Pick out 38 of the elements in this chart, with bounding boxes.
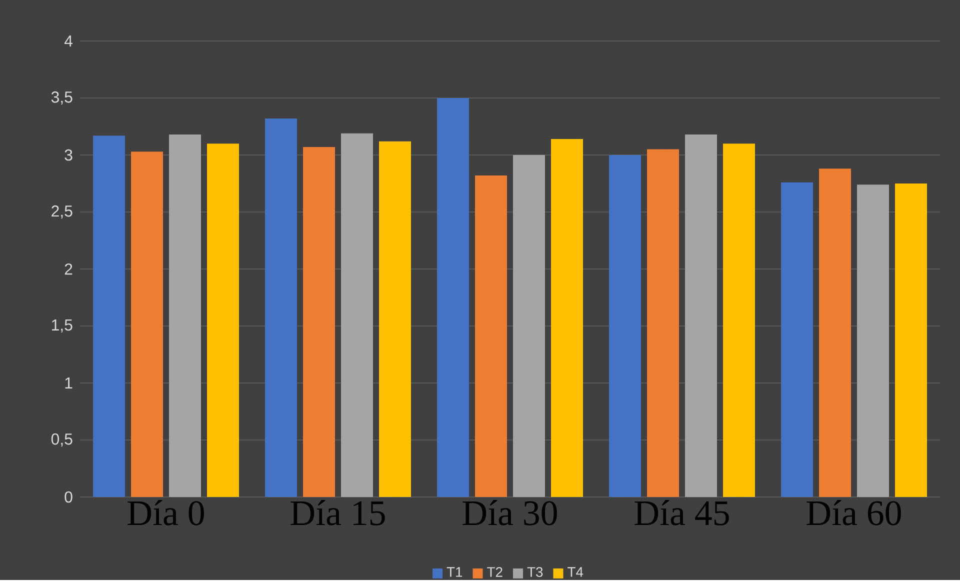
x-tick-label: Día 60 [806, 500, 901, 526]
bar [819, 168, 852, 498]
x-tick-label: Día 30 [462, 500, 557, 526]
y-tick-label: 1 [65, 378, 72, 389]
y-tick-label: 0 [64, 491, 72, 503]
y-tick-label: 1,5 [52, 320, 72, 333]
x-tick-label: Día 0 [128, 500, 204, 526]
bar [551, 139, 584, 498]
bar [647, 149, 680, 498]
bar [857, 184, 890, 498]
bar [303, 147, 335, 498]
y-tick-label: 0,5 [51, 434, 72, 447]
bar [437, 98, 469, 498]
legend-label: T2 [487, 567, 502, 577]
bar [685, 134, 718, 498]
bar [169, 134, 201, 498]
legend-label: T4 [568, 567, 584, 577]
bar [723, 144, 756, 498]
bar [513, 155, 545, 498]
legend-label: T3 [527, 567, 543, 578]
y-tick-label: 3 [64, 149, 72, 161]
y-tick-label: 2,5 [52, 206, 72, 219]
y-tick-label: 2 [64, 264, 72, 275]
bar [379, 141, 411, 498]
y-tick-label: 4 [64, 36, 73, 47]
bar [265, 118, 297, 498]
bar [93, 136, 125, 498]
bar [207, 144, 239, 498]
bar [475, 176, 507, 498]
legend-label: T1 [446, 567, 462, 577]
x-tick-label: Día 45 [634, 500, 729, 526]
bar [131, 152, 163, 498]
bar [895, 184, 928, 498]
x-tick-label: Día 15 [290, 500, 385, 526]
bar [781, 182, 814, 498]
bar [609, 155, 641, 498]
bar [341, 133, 373, 498]
y-tick-label: 3,5 [51, 92, 72, 105]
